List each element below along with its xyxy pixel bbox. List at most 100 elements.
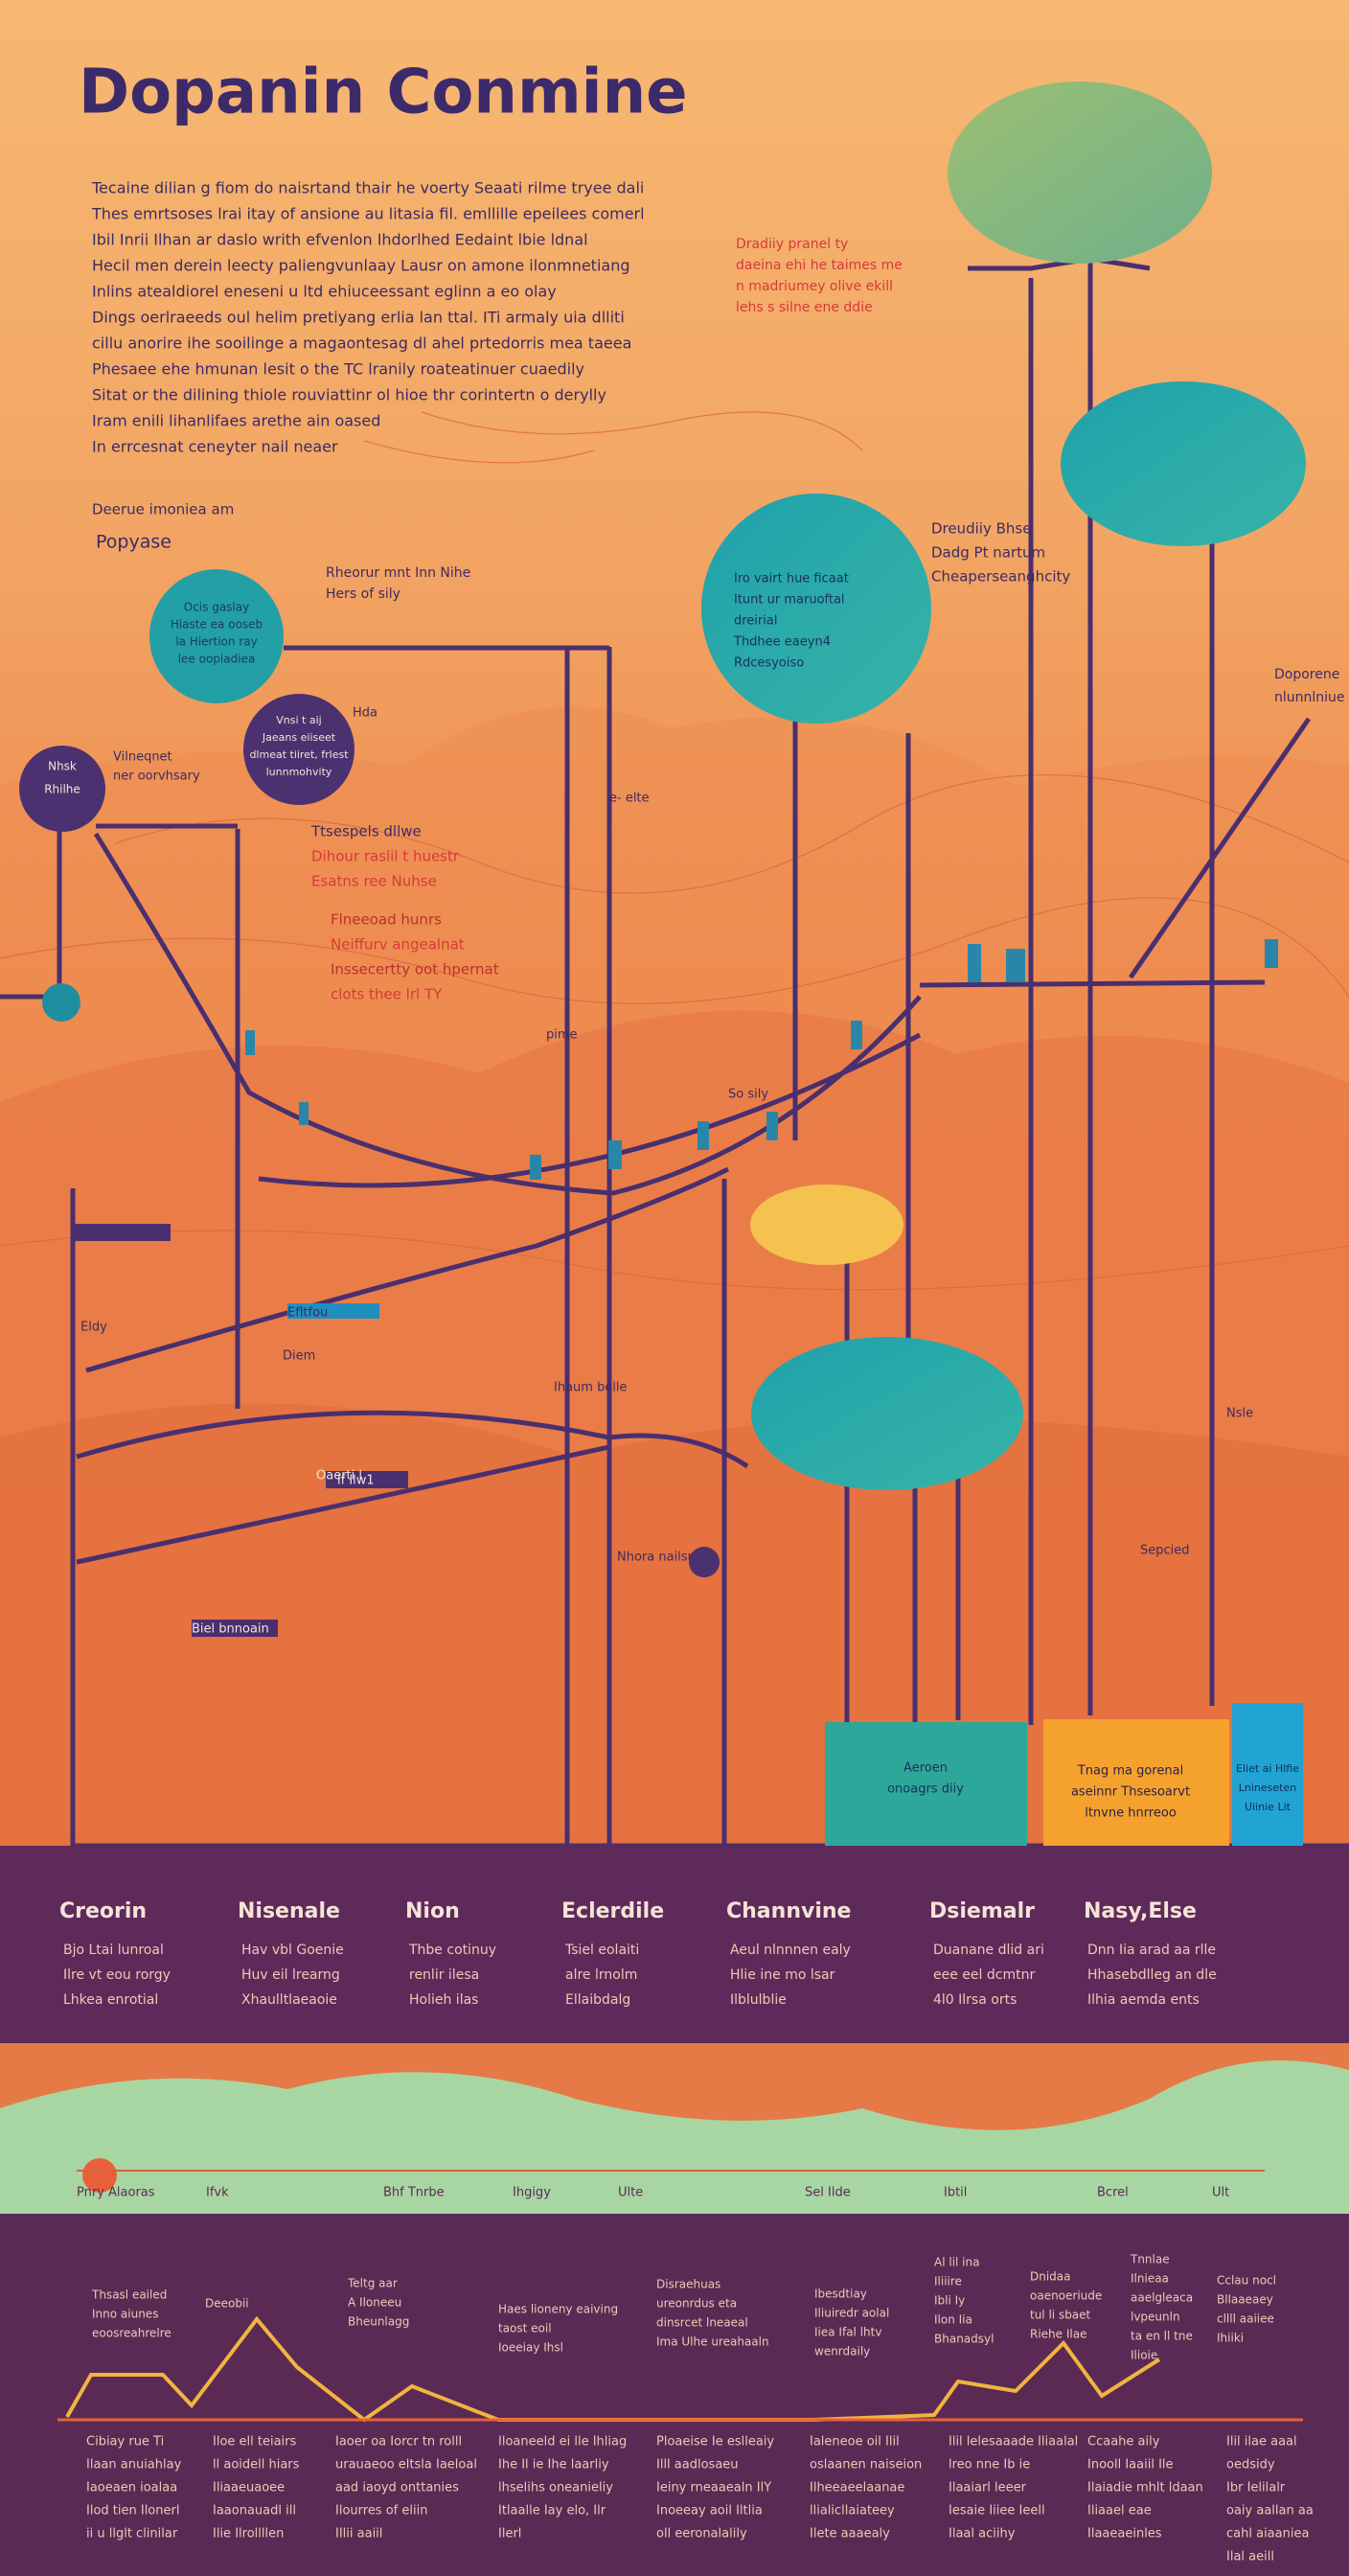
band-line: alre lrnolm — [565, 1967, 637, 1983]
cable — [76, 1410, 749, 1469]
title: Dopanin Conmine — [79, 58, 688, 128]
tag — [75, 1224, 171, 1241]
strip-label: Pnry Alaoras — [77, 2186, 155, 2200]
bubble — [149, 569, 284, 703]
strip-label: Ifvk — [206, 2186, 229, 2200]
band-heading: Nion — [405, 1899, 460, 1923]
note: tul li sbaet — [1030, 2309, 1091, 2322]
note: Bllaaeaey — [1217, 2293, 1273, 2307]
note: Ibli Iy — [934, 2294, 965, 2308]
band-line: Duanane dlid ari — [933, 1943, 1044, 1958]
note: Ilioie — [1131, 2349, 1157, 2362]
label: e- elte — [609, 792, 650, 806]
bottom-text: Ilal aeill — [1226, 2550, 1274, 2564]
cable — [76, 1444, 610, 1565]
label: Hiaste ea ooseb — [171, 618, 263, 632]
label: Dadg Pt nartum — [931, 544, 1045, 562]
label: Itunt ur maruoftal — [734, 593, 845, 608]
dot — [82, 2158, 117, 2193]
label: Uiinie Lit — [1245, 1801, 1292, 1813]
label: Jaeans eiiseet — [262, 731, 336, 744]
cable — [85, 1166, 730, 1373]
figures — [245, 939, 1278, 1180]
figure — [968, 944, 981, 982]
label: Tnag ma gorenal — [1077, 1764, 1183, 1779]
label: Doporene — [1274, 667, 1339, 682]
note: Dradiiy pranel ty — [736, 237, 848, 252]
bottom-text: Ilaaiarl leeer — [949, 2481, 1027, 2496]
label: Oaerti l — [316, 1469, 362, 1484]
band-line: Ellaibdalg — [565, 1992, 630, 2008]
note: Riehe Ilae — [1030, 2328, 1086, 2341]
band-line: 4l0 Ilrsa orts — [933, 1992, 1017, 2008]
figure — [299, 1102, 309, 1125]
info-box — [1232, 1703, 1303, 1846]
intro-line: Inlins atealdiorel eneseni u ltd ehiucee… — [92, 283, 557, 301]
bottom-text: Iloaneeld ei lle Ihliag — [498, 2435, 627, 2450]
dot — [42, 983, 80, 1022]
label: Iro vairt hue ficaat — [734, 572, 849, 586]
bottom-text: Illl aadlosaeu — [656, 2458, 739, 2472]
note: lehs s silne ene ddie — [736, 300, 873, 315]
intro-line: Hecil men derein leecty paliengvunlaay L… — [92, 257, 630, 275]
note: Al lil ina — [934, 2256, 979, 2269]
label: Eldy — [80, 1321, 107, 1335]
label: Biel bnnoain — [192, 1622, 269, 1637]
note: wenrdaily — [814, 2345, 870, 2358]
bottom-text: urauaeoo eltsla Iaeloal — [335, 2458, 477, 2472]
label: Sepcied — [1140, 1544, 1190, 1558]
figure — [766, 1112, 778, 1140]
label: Rheorur mnt Inn Nihe — [326, 565, 470, 581]
label: ltnvne hnrreoo — [1085, 1806, 1177, 1821]
band-line: Xhaulltlaeaoie — [241, 1992, 337, 2008]
contour — [114, 774, 1349, 894]
note: oaenoeriude — [1030, 2289, 1102, 2303]
note: Ioeeiay Ihsl — [498, 2341, 563, 2355]
bottom-text: aad iaoyd onttanies — [335, 2481, 459, 2496]
band-line: Dnn Iia arad aa rlle — [1087, 1943, 1216, 1958]
hills — [0, 2060, 1349, 2214]
band-line: Bjo Ltai lunroal — [63, 1943, 164, 1958]
note: taost eoil — [498, 2322, 552, 2335]
bottom-text: Ilheeaeelaanae — [810, 2481, 904, 2496]
cloud — [751, 1337, 1023, 1490]
bottom-text: Ilil lelesaaade Iliaalal — [949, 2435, 1078, 2450]
intro-line: Ibil Inrii Ilhan ar daslo writh efvenlon… — [92, 231, 588, 249]
band — [0, 1846, 1349, 2043]
bottom-text: Ilod tien Ilonerl — [86, 2504, 179, 2518]
bottom-panel — [0, 2214, 1349, 2576]
band-line: Tsiel eolaiti — [564, 1943, 639, 1958]
label: Rhilhe — [44, 783, 80, 796]
cable — [919, 979, 1266, 988]
label: la Hiertion ray — [175, 635, 257, 649]
contour — [363, 440, 595, 464]
label: nlunnlniue hoyggen — [1274, 690, 1349, 705]
bottom-text: Iliaael eae — [1087, 2504, 1152, 2518]
intro-line: Thes emrtsoses lrai itay of ansione au l… — [91, 205, 645, 223]
note: Ima Ulhe ureahaaln — [656, 2335, 769, 2349]
note: lvpeunln — [1131, 2311, 1180, 2324]
bottom-text: Ibr Ielilalr — [1226, 2481, 1286, 2496]
band-line: Hlie ine mo lsar — [730, 1967, 835, 1983]
note: Iiea Ifal lhtv — [814, 2326, 881, 2339]
label: Flneeoad hunrs — [331, 911, 442, 929]
band-heading: Eclerdile — [561, 1899, 664, 1923]
intro-line: Dings oerlraeeds oul helim pretiyang erl… — [92, 309, 625, 327]
label: Esatns ree Nuhse — [311, 873, 437, 890]
note: Cclau nocl — [1217, 2274, 1276, 2288]
label: lee oopiadiea — [178, 653, 256, 666]
label: Neiffurv angealnat — [331, 936, 465, 954]
tag — [287, 1303, 379, 1319]
band-line: Holieh ilas — [409, 1992, 478, 2008]
bottom-text: Ialeneoe oil Ilil — [810, 2435, 900, 2450]
label: Ihaum bolle — [554, 1381, 628, 1395]
bottom-text: Itlaalle Iay elo, Ilr — [498, 2504, 606, 2518]
bottom-text: lreo nne Ib ie — [949, 2458, 1030, 2472]
label: Hda — [353, 706, 377, 721]
strip-label: Ihgigy — [513, 2186, 551, 2200]
band-line: Ilblulblie — [730, 1992, 787, 2008]
intro-line: In errcesnat ceneyter nail neaer — [92, 438, 338, 456]
note: n madriumey olive ekill — [736, 279, 893, 294]
info-box — [1043, 1719, 1229, 1846]
note: daeina ehi he taimes me — [736, 258, 903, 273]
